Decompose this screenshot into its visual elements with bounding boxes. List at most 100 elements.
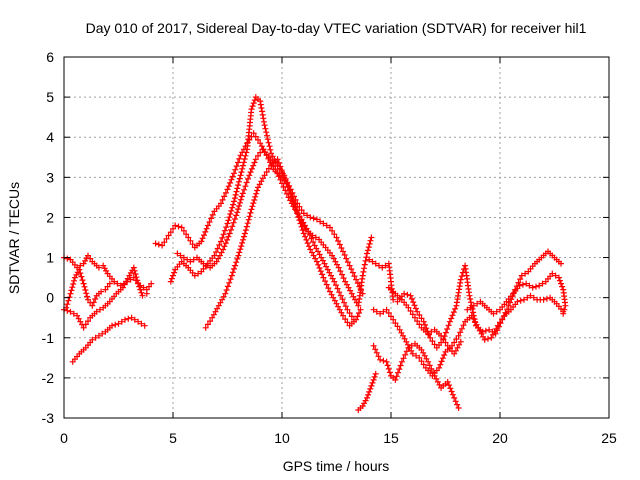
data-point bbox=[214, 245, 221, 252]
data-point bbox=[346, 262, 353, 269]
data-point bbox=[241, 233, 247, 240]
data-point bbox=[382, 262, 389, 269]
data-point bbox=[364, 247, 371, 254]
data-point bbox=[228, 207, 235, 214]
data-point bbox=[226, 214, 233, 221]
data-point bbox=[312, 234, 319, 241]
data-point bbox=[265, 139, 272, 146]
data-point bbox=[317, 218, 324, 225]
data-point bbox=[242, 227, 249, 234]
data-point bbox=[187, 258, 194, 265]
data-point bbox=[226, 230, 233, 237]
data-point bbox=[203, 262, 210, 269]
data-point bbox=[238, 243, 245, 250]
data-point bbox=[467, 304, 474, 311]
data-point bbox=[174, 250, 181, 257]
data-point bbox=[204, 321, 211, 328]
data-point bbox=[246, 172, 253, 179]
data-point bbox=[341, 252, 348, 258]
y-tick-label: 2 bbox=[46, 209, 54, 225]
data-point bbox=[114, 280, 121, 287]
data-point bbox=[454, 401, 461, 408]
data-point bbox=[365, 244, 372, 251]
data-point bbox=[464, 306, 471, 313]
data-point bbox=[231, 265, 237, 272]
data-point bbox=[256, 181, 263, 188]
data-point bbox=[361, 265, 368, 272]
data-point bbox=[221, 227, 228, 234]
data-point bbox=[522, 270, 529, 277]
data-point bbox=[527, 292, 534, 299]
data-point bbox=[336, 241, 343, 248]
data-point bbox=[89, 336, 96, 343]
data-point bbox=[493, 325, 500, 332]
data-point bbox=[235, 182, 242, 189]
series-track-h bbox=[202, 156, 364, 331]
data-point bbox=[340, 275, 347, 282]
series-track-c bbox=[69, 314, 148, 365]
data-point bbox=[401, 290, 408, 297]
data-point bbox=[395, 369, 401, 376]
data-point bbox=[306, 232, 313, 238]
data-point bbox=[448, 315, 455, 322]
data-point bbox=[131, 316, 138, 323]
data-point bbox=[159, 242, 166, 249]
data-point bbox=[562, 302, 569, 309]
data-point bbox=[300, 230, 307, 237]
data-point bbox=[323, 222, 330, 229]
data-point bbox=[251, 197, 258, 203]
data-point bbox=[152, 240, 159, 247]
data-point bbox=[64, 255, 71, 262]
data-point bbox=[383, 306, 390, 313]
data-point bbox=[288, 193, 295, 200]
data-point bbox=[228, 176, 235, 183]
data-point bbox=[371, 373, 378, 380]
data-point bbox=[523, 280, 530, 287]
data-point bbox=[558, 280, 564, 287]
data-point bbox=[552, 272, 559, 279]
data-point bbox=[244, 220, 251, 227]
data-point bbox=[221, 193, 228, 200]
y-tick-label: -2 bbox=[42, 370, 55, 386]
data-point bbox=[199, 235, 206, 242]
data-point bbox=[516, 282, 523, 289]
data-point bbox=[233, 212, 240, 219]
data-point bbox=[263, 129, 270, 136]
x-tick-label: 10 bbox=[274, 430, 290, 446]
x-tick-labels: 0 5 10 15 20 25 bbox=[60, 430, 617, 446]
data-point bbox=[425, 330, 432, 337]
data-point bbox=[499, 316, 506, 323]
data-point bbox=[218, 200, 224, 207]
data-point bbox=[245, 216, 252, 223]
series-track-m bbox=[385, 284, 464, 357]
data-point bbox=[229, 173, 236, 180]
data-point bbox=[171, 269, 178, 276]
data-point bbox=[309, 249, 315, 256]
data-point bbox=[69, 284, 76, 291]
data-point bbox=[437, 361, 444, 368]
data-point bbox=[362, 257, 369, 264]
data-point bbox=[518, 272, 525, 279]
data-point bbox=[364, 250, 370, 257]
data-point bbox=[183, 231, 190, 238]
data-point bbox=[251, 97, 258, 104]
data-point bbox=[237, 172, 244, 179]
data-point bbox=[224, 283, 231, 290]
data-point bbox=[397, 362, 404, 369]
data-point bbox=[346, 310, 353, 316]
data-point bbox=[426, 362, 433, 369]
data-point bbox=[306, 243, 312, 250]
data-point bbox=[297, 220, 304, 227]
data-point bbox=[486, 326, 493, 333]
data-point bbox=[240, 159, 247, 166]
data-point bbox=[331, 231, 338, 238]
data-point bbox=[380, 357, 387, 364]
data-point bbox=[313, 258, 320, 265]
data-point bbox=[230, 219, 237, 226]
data-point bbox=[236, 175, 243, 182]
data-point bbox=[467, 296, 474, 302]
data-point bbox=[97, 306, 103, 313]
data-point bbox=[127, 276, 134, 283]
data-point bbox=[218, 238, 224, 245]
data-point bbox=[370, 376, 377, 383]
